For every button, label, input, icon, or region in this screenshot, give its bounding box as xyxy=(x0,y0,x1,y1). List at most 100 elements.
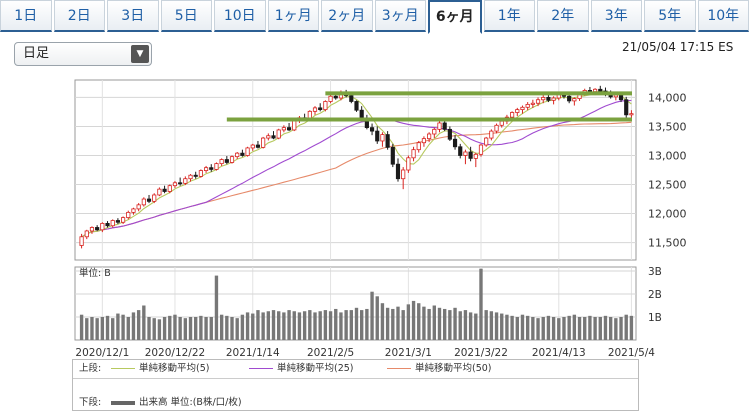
tab-13[interactable]: 10年 xyxy=(697,0,749,32)
tab-2[interactable]: 3日 xyxy=(107,0,159,32)
tab-3[interactable]: 5日 xyxy=(160,0,212,32)
volume-unit-label: 単位: B xyxy=(79,267,111,279)
x-tick-label: 2021/2/5 xyxy=(307,347,354,359)
tab-7[interactable]: 3ヶ月 xyxy=(374,0,426,32)
candle-body xyxy=(442,122,447,130)
tab-12[interactable]: 5年 xyxy=(644,0,696,32)
candle-body xyxy=(541,97,546,101)
candle-body xyxy=(473,153,478,159)
price-tick-label: 13,000 xyxy=(648,149,687,162)
volume-bar xyxy=(152,318,156,340)
volume-bar xyxy=(261,312,265,340)
x-tick-label: 2021/5/4 xyxy=(608,347,655,359)
candle-body xyxy=(245,147,250,156)
tab-6[interactable]: 2ヶ月 xyxy=(321,0,373,32)
volume-bar xyxy=(240,314,245,340)
legend-ma25-label: 単純移動平均(25) xyxy=(277,363,354,374)
legend-upper-label: 上段: xyxy=(79,363,102,374)
candle-body xyxy=(271,135,276,139)
volume-bar xyxy=(593,317,597,340)
candle-body xyxy=(458,146,463,156)
volume-bar xyxy=(204,317,208,340)
tab-5[interactable]: 1ヶ月 xyxy=(267,0,319,32)
candle-body xyxy=(84,230,89,238)
candle-body xyxy=(131,208,136,213)
candle-body xyxy=(375,130,380,142)
tab-9[interactable]: 1年 xyxy=(483,0,535,32)
candle-body xyxy=(452,138,458,148)
candle-body xyxy=(572,98,577,102)
volume-bar xyxy=(484,310,488,340)
volume-swatch xyxy=(111,400,135,405)
timestamp: 21/05/04 17:15 ES xyxy=(622,40,734,54)
candle-body xyxy=(385,134,390,148)
tab-4[interactable]: 10日 xyxy=(214,0,266,32)
volume-bar xyxy=(266,311,271,340)
legend-lower-label: 下段: xyxy=(79,397,102,408)
volume-bar xyxy=(567,315,571,340)
x-tick-label: 2020/12/22 xyxy=(145,347,206,359)
volume-bar xyxy=(313,312,317,340)
volume-bar xyxy=(474,313,478,340)
candle-body xyxy=(229,156,235,163)
volume-tick-label: 2B xyxy=(648,289,662,301)
volume-bar xyxy=(85,318,89,340)
candle-body xyxy=(95,227,100,231)
candle-body xyxy=(172,182,178,187)
tab-8[interactable]: 6ヶ月 xyxy=(428,0,482,34)
volume-bar xyxy=(375,296,379,340)
candle-body xyxy=(530,102,535,105)
x-tick-label: 2021/1/14 xyxy=(226,347,280,359)
candle-body xyxy=(468,151,473,159)
candle-body xyxy=(598,88,603,92)
volume-bar xyxy=(385,307,390,340)
volume-bar xyxy=(468,312,473,340)
tab-0[interactable]: 1日 xyxy=(0,0,52,32)
candle-body xyxy=(157,188,162,196)
volume-bar xyxy=(577,317,582,340)
tab-10[interactable]: 2年 xyxy=(537,0,589,32)
chart-legend: 上段: 単純移動平均(5) 単純移動平均(25) 単純移動平均(50) 下段: … xyxy=(72,359,639,411)
candle-body xyxy=(146,198,152,202)
volume-bar xyxy=(162,317,167,340)
candle-body xyxy=(152,194,157,202)
volume-bar xyxy=(147,317,151,340)
tab-1[interactable]: 2日 xyxy=(53,0,105,32)
volume-bar xyxy=(437,307,442,340)
volume-bar xyxy=(105,315,110,340)
candle-body xyxy=(292,120,297,131)
ma50-swatch xyxy=(387,368,411,369)
tab-11[interactable]: 3年 xyxy=(590,0,642,32)
period-select[interactable]: 日足 ▼ xyxy=(14,42,152,66)
candle-body xyxy=(593,88,598,93)
volume-bar xyxy=(318,311,322,340)
candle-body xyxy=(235,152,240,158)
candle-body xyxy=(286,127,292,131)
volume-bar xyxy=(583,317,587,340)
candle-body xyxy=(100,223,105,231)
candle-body xyxy=(328,95,333,102)
x-tick-label: 2021/4/13 xyxy=(532,347,586,359)
volume-bar xyxy=(417,303,421,340)
volume-bar xyxy=(302,311,307,340)
candle-body xyxy=(380,134,385,142)
candle-body xyxy=(323,101,328,111)
candle-body xyxy=(489,130,494,139)
volume-bar xyxy=(505,314,509,340)
volume-bar xyxy=(235,318,239,340)
volume-bar xyxy=(214,275,219,340)
volume-bar xyxy=(354,307,359,340)
candle-body xyxy=(411,149,416,159)
candle-body xyxy=(312,107,318,112)
volume-tick-label: 1B xyxy=(648,312,662,324)
candle-body xyxy=(515,109,520,113)
candle-body xyxy=(478,144,484,155)
volume-bar xyxy=(562,317,566,340)
period-tabs: 1日 2日 3日 5日 10日 1ヶ月 2ヶ月 3ヶ月 6ヶ月 1年 2年 3年 5年 10年 xyxy=(0,0,749,34)
volume-bar xyxy=(188,317,193,340)
candle-body xyxy=(193,174,198,177)
candle-body xyxy=(525,103,530,108)
chevron-down-icon: ▼ xyxy=(131,45,149,63)
candle-body xyxy=(167,185,172,192)
volume-bar xyxy=(323,310,328,340)
